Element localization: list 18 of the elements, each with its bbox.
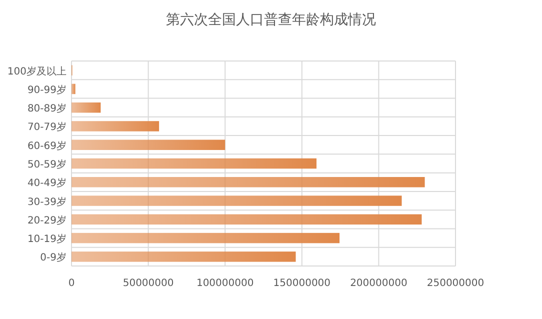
y-tick-label: 30-39岁 xyxy=(27,196,66,208)
x-tick-label: 50000000 xyxy=(122,278,174,289)
y-tick-label: 40-49岁 xyxy=(27,177,66,190)
x-tick-label: 250000000 xyxy=(426,278,484,289)
y-tick-label: 20-29岁 xyxy=(27,214,66,226)
y-tick-label: 80-89岁 xyxy=(27,102,66,115)
x-tick-label: 100000000 xyxy=(196,278,254,289)
y-tick-label: 60-69岁 xyxy=(27,140,66,152)
y-tick-label: 100岁及以上 xyxy=(7,65,66,78)
y-tick-label: 0-9岁 xyxy=(40,252,66,264)
chart-title: 第六次全国人口普查年龄构成情况 xyxy=(166,11,376,28)
x-tick-label: 200000000 xyxy=(350,278,408,289)
x-tick-label: 150000000 xyxy=(273,278,331,289)
y-tick-label: 70-79岁 xyxy=(27,121,66,134)
x-tick-label: 0 xyxy=(68,278,75,289)
y-tick-label: 10-19岁 xyxy=(27,233,66,246)
y-tick-label: 90-99岁 xyxy=(27,84,66,96)
y-tick-label: 50-59岁 xyxy=(27,158,66,170)
